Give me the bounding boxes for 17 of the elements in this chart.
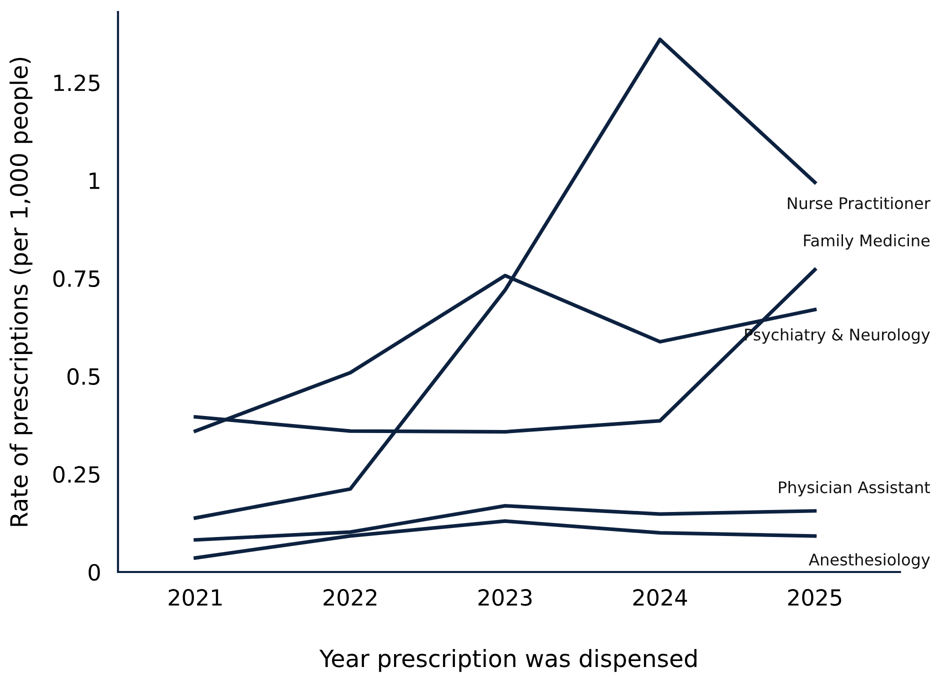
y-tick-label: 1.25 xyxy=(54,74,100,92)
x-tick-label: 2022 xyxy=(324,589,376,606)
series-label: Family Medicine xyxy=(804,234,930,250)
y-tick-label: 0 xyxy=(88,564,100,581)
y-tick-label: 0.5 xyxy=(67,368,100,385)
x-tick-label: 2025 xyxy=(788,589,842,606)
x-tick-label: 2023 xyxy=(478,589,532,606)
series-label: Anesthesiology xyxy=(808,553,930,569)
series-label: Nurse Practitioner xyxy=(788,196,930,210)
x-axis-title: Year prescription was dispensed xyxy=(319,649,696,672)
y-axis-title: Rate of prescriptions (per 1,000 people) xyxy=(10,58,32,526)
x-tick-label: 2021 xyxy=(168,589,222,606)
y-tick-label: 0.75 xyxy=(53,270,100,288)
y-tick-label: 0.25 xyxy=(53,466,100,483)
series-label: Physician Assistant xyxy=(779,480,930,496)
y-tick-label: 1 xyxy=(90,172,100,189)
x-tick-label: 2024 xyxy=(633,589,688,606)
